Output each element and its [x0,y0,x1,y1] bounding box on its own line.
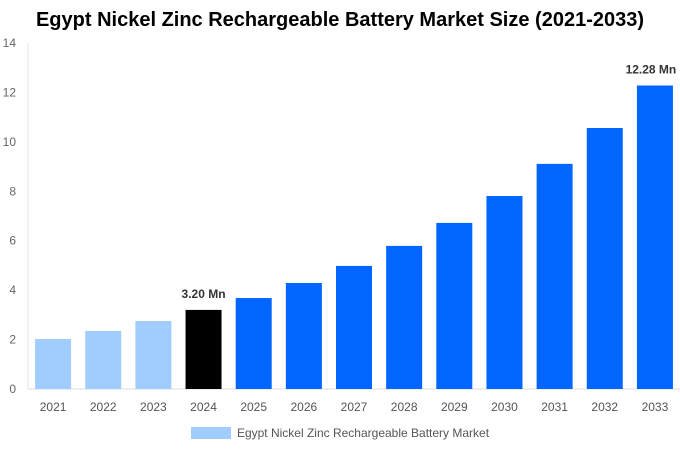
x-tick-label: 2030 [491,400,518,414]
x-tick-label: 2032 [591,400,618,414]
x-tick-label: 2023 [140,400,167,414]
legend-swatch [190,427,231,439]
bar-2025 [235,298,272,389]
x-tick-label: 2026 [290,400,317,414]
data-label-2033: 12.28 Mn [626,63,677,77]
bar-2026 [285,282,322,389]
bar-2032 [586,128,623,389]
bar-2028 [386,245,423,389]
x-tick-label: 2029 [441,400,468,414]
bar-2021 [35,339,72,389]
x-tick-label: 2021 [40,400,67,414]
x-tick-label: 2025 [240,400,267,414]
y-tick-label: 2 [9,333,16,347]
y-tick-label: 8 [9,184,16,198]
y-tick-label: 0 [9,382,16,396]
x-tick-label: 2031 [541,400,568,414]
data-label-2024: 3.20 Mn [182,287,226,301]
x-tick-label: 2028 [391,400,418,414]
bar-2030 [486,195,523,389]
bar-2022 [85,330,122,389]
x-tick-label: 2027 [341,400,368,414]
bar-2033 [636,85,673,389]
legend: Egypt Nickel Zinc Rechargeable Battery M… [0,426,680,440]
y-tick-label: 14 [3,36,17,50]
legend-label: Egypt Nickel Zinc Rechargeable Battery M… [236,426,490,440]
y-tick-label: 4 [9,283,16,297]
bar-2031 [536,163,573,389]
bar-2023 [135,321,172,389]
y-tick-label: 10 [3,135,17,149]
y-tick-label: 12 [3,85,17,99]
chart-title: Egypt Nickel Zinc Rechargeable Battery M… [35,9,645,31]
bar-2024 [185,309,222,389]
x-tick-label: 2033 [642,400,669,414]
x-tick-label: 2022 [90,400,117,414]
x-tick-label: 2024 [190,400,217,414]
bar-2029 [436,222,473,389]
bar-2027 [336,265,372,389]
y-tick-label: 6 [9,234,16,248]
